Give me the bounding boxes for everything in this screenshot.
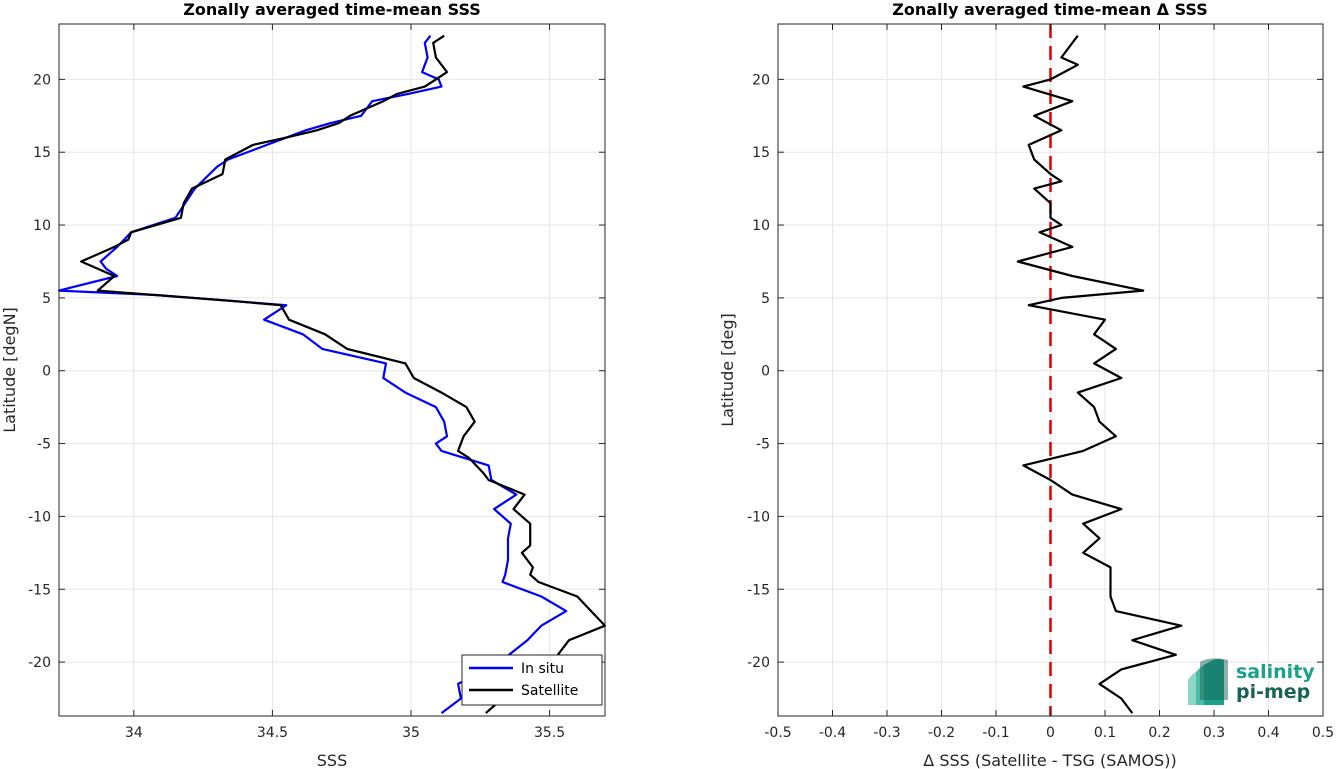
- y-tick-label: 15: [752, 145, 770, 161]
- legend-label-in-situ: In situ: [521, 661, 564, 677]
- logo-text-salinity: salinity: [1236, 661, 1315, 683]
- legend-label-satellite: Satellite: [521, 683, 578, 699]
- right-chart-y-axis-label: Latitude [deg]: [718, 313, 737, 427]
- x-tick-label: -0.1: [982, 725, 1009, 741]
- legend: In situ Satellite: [461, 654, 603, 706]
- left-chart-x-axis-label: SSS: [317, 751, 347, 769]
- series-line-delta-sss: [1016, 35, 1183, 714]
- right-chart-x-axis-label: Δ SSS (Satellite - TSG (SAMOS)): [923, 751, 1176, 769]
- x-tick-label: 34: [125, 725, 143, 741]
- y-tick-label: 20: [752, 72, 770, 88]
- legend-box: [461, 654, 603, 706]
- right-chart-panel: Zonally averaged time-mean Δ SSS -0.5 -0.…: [718, 0, 1334, 769]
- wave-logo-icon: [1188, 658, 1228, 705]
- left-chart-grid: [59, 24, 605, 716]
- left-chart-x-ticks: 34 34.5 35 35.5: [125, 24, 565, 741]
- y-tick-label: -10: [747, 509, 770, 525]
- y-tick-label: -10: [28, 509, 51, 525]
- y-tick-label: 10: [752, 218, 770, 234]
- y-tick-label: -15: [747, 582, 770, 598]
- y-tick-label: 5: [42, 291, 51, 307]
- y-tick-label: 20: [33, 72, 51, 88]
- y-tick-label: 15: [33, 145, 51, 161]
- x-tick-label: 0.3: [1203, 725, 1225, 741]
- x-tick-label: -0.3: [873, 725, 900, 741]
- y-tick-label: 0: [42, 364, 51, 380]
- y-tick-label: 10: [33, 218, 51, 234]
- y-tick-label: -15: [28, 582, 51, 598]
- x-tick-label: -0.5: [764, 725, 791, 741]
- x-tick-label: 35.5: [534, 725, 565, 741]
- x-tick-label: 0: [1046, 725, 1055, 741]
- y-tick-label: 5: [761, 291, 770, 307]
- left-chart-panel: Zonally averaged time-mean SSS 34 34.5 35 3…: [0, 0, 607, 769]
- salinity-pi-mep-logo: salinity pi-mep: [1188, 658, 1315, 705]
- left-chart-title: Zonally averaged time-mean SSS: [183, 0, 481, 19]
- y-tick-label: -5: [37, 437, 51, 453]
- x-tick-label: 34.5: [257, 725, 288, 741]
- right-chart-y-ticks: -20 -15 -10 -5 0 5 10 15 20: [747, 72, 1323, 671]
- x-tick-label: 0.4: [1257, 725, 1279, 741]
- right-chart-grid: [777, 24, 1324, 716]
- x-tick-label: 0.1: [1094, 725, 1116, 741]
- y-tick-label: -5: [756, 437, 770, 453]
- series-line-in-situ: [57, 35, 568, 714]
- left-chart-axes-box: [58, 23, 606, 717]
- y-tick-label: -20: [747, 655, 770, 671]
- left-chart-y-ticks: -20 -15 -10 -5 0 5 10 15 20: [28, 72, 605, 671]
- x-tick-label: 0.2: [1148, 725, 1170, 741]
- right-chart-title: Zonally averaged time-mean Δ SSS: [892, 0, 1208, 19]
- right-chart-series: [1016, 35, 1183, 714]
- left-chart-series: [57, 34, 607, 714]
- x-tick-label: -0.2: [928, 725, 955, 741]
- x-tick-label: 35: [402, 725, 420, 741]
- series-line-satellite: [80, 34, 607, 714]
- right-chart-axes-box: [777, 23, 1324, 717]
- left-chart-y-axis-label: Latitude [degN]: [0, 307, 19, 433]
- y-tick-label: 0: [761, 364, 770, 380]
- y-tick-label: -20: [28, 655, 51, 671]
- logo-text-pi-mep: pi-mep: [1236, 681, 1310, 703]
- right-chart-x-ticks: -0.5 -0.4 -0.3 -0.2 -0.1 0 0.1 0.2 0.3 0.4 0.5: [764, 24, 1334, 741]
- x-tick-label: -0.4: [819, 725, 846, 741]
- x-tick-label: 0.5: [1312, 725, 1334, 741]
